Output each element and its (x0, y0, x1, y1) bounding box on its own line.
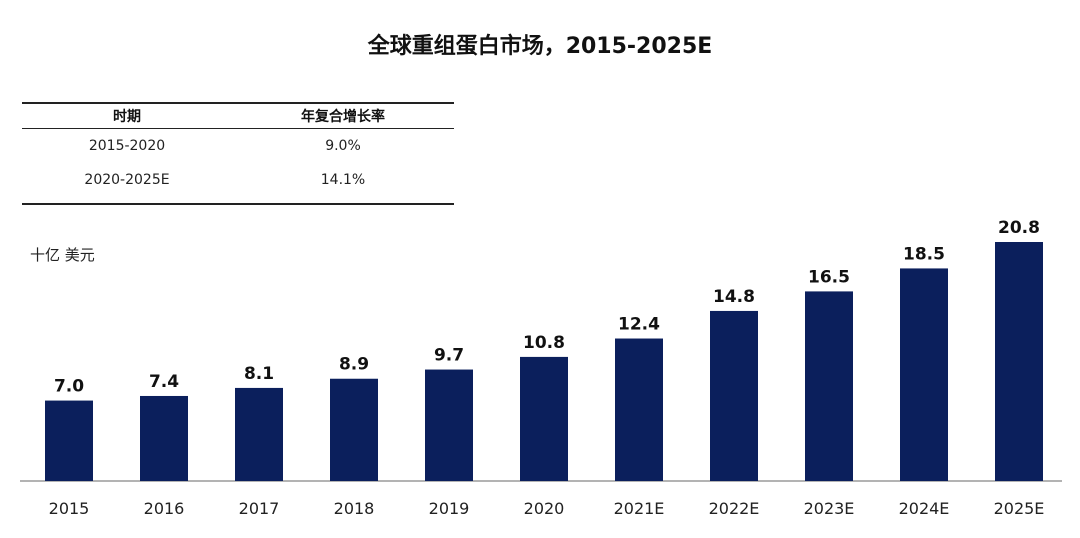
bar-value-label: 7.0 (54, 377, 84, 397)
bar-value-label: 8.1 (244, 364, 274, 384)
x-tick-label: 2016 (144, 499, 185, 518)
table-cell-period: 2015-2020 (88, 138, 166, 154)
x-tick-label: 2022E (709, 499, 760, 518)
bar-2020 (520, 356, 568, 481)
table-header-period: 时期 (113, 109, 141, 125)
x-tick-label: 2018 (334, 499, 375, 518)
bar-value-label: 14.8 (713, 287, 755, 307)
x-tick-label: 2020 (524, 499, 565, 518)
x-tick-label: 2024E (899, 499, 950, 518)
bar-2018 (330, 378, 378, 481)
bar-value-label: 8.9 (339, 355, 369, 375)
bar-value-label: 12.4 (618, 315, 660, 335)
x-tick-label: 2017 (239, 499, 280, 518)
bar-value-label: 9.7 (434, 346, 464, 366)
chart-title: 全球重组蛋白市场，2015-2025E (367, 34, 713, 59)
x-tick-label: 2021E (614, 499, 665, 518)
x-tick-label: 2019 (429, 499, 470, 518)
table-header-row: 时期 年复合增长率 (22, 104, 454, 128)
bar-2025E (995, 242, 1043, 481)
cagr-table: 时期 年复合增长率 2015-2020 9.0% 2020-2025E 14.1… (22, 102, 454, 205)
table-top-rule (22, 102, 454, 104)
bar-value-label: 10.8 (523, 333, 565, 353)
bar-2024E (900, 268, 948, 481)
table-cell-period: 2020-2025E (84, 172, 170, 188)
y-axis-unit-label: 十亿 美元 (30, 246, 95, 264)
bar-value-label: 7.4 (149, 372, 179, 392)
table-cell-cagr: 14.1% (320, 172, 366, 188)
bar-value-label: 16.5 (808, 267, 850, 287)
bar-value-label: 18.5 (903, 244, 945, 264)
bar-2015 (45, 400, 93, 481)
x-tick-label: 2023E (804, 499, 855, 518)
table-row: 2020-2025E 14.1% (22, 163, 454, 197)
table-header-rule (22, 128, 454, 129)
bar-2023E (805, 291, 853, 481)
table-bottom-rule (22, 203, 454, 205)
bar-2022E (710, 310, 758, 481)
table-row: 2015-2020 9.0% (22, 129, 454, 163)
bar-2017 (235, 387, 283, 481)
bar-2016 (140, 395, 188, 481)
bar-value-label: 20.8 (998, 218, 1040, 238)
table-cell-cagr: 9.0% (325, 138, 361, 154)
x-tick-label: 2025E (994, 499, 1045, 518)
x-tick-label: 2015 (49, 499, 90, 518)
bar-2021E (615, 338, 663, 481)
bar-2019 (425, 369, 473, 481)
table-header-cagr: 年复合增长率 (301, 109, 385, 125)
